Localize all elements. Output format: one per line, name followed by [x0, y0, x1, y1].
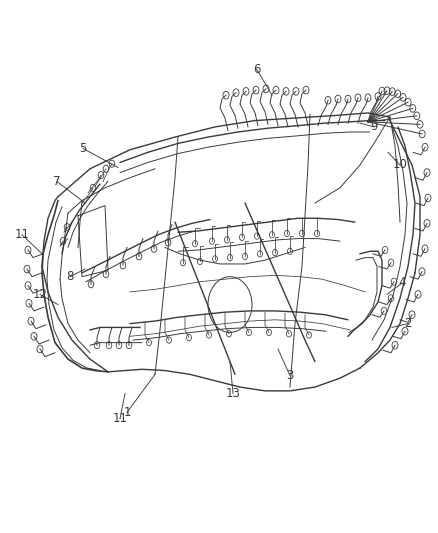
Text: 2: 2: [404, 317, 412, 330]
Text: 4: 4: [398, 277, 406, 289]
Text: 11: 11: [14, 228, 29, 241]
Text: 13: 13: [226, 387, 240, 400]
Text: 12: 12: [32, 288, 47, 301]
Text: 6: 6: [253, 63, 261, 76]
Text: 10: 10: [392, 158, 407, 172]
Text: 7: 7: [53, 175, 61, 188]
Text: 1: 1: [123, 406, 131, 419]
Text: 11: 11: [113, 413, 127, 425]
Text: 5: 5: [79, 142, 87, 155]
Text: 3: 3: [286, 369, 294, 382]
Text: 9: 9: [370, 120, 378, 133]
Text: 8: 8: [66, 270, 74, 283]
